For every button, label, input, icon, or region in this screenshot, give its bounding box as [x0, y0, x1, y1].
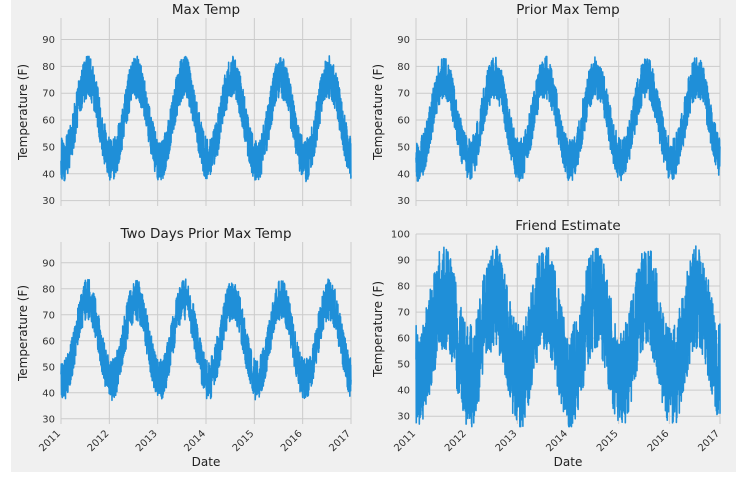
panel-title: Two Days Prior Max Temp	[119, 226, 291, 242]
y-tick-label: 30	[42, 196, 55, 207]
x-tick-label: 2011	[392, 428, 418, 454]
x-tick-label: 2015	[231, 428, 257, 454]
x-tick-label: 2017	[327, 428, 353, 454]
chart-panel-3: 30 40 50 60 70 80 90 2011 2012 2013 2014 2015 2016 20…	[16, 226, 353, 469]
x-tick-label: 2015	[595, 428, 621, 454]
y-tick-label: 90	[42, 258, 55, 269]
y-tick-label: 80	[42, 284, 55, 295]
panel-title: Prior Max Temp	[516, 2, 620, 18]
y-axis-label: Temperature (F)	[371, 64, 385, 161]
y-tick-label: 100	[391, 230, 410, 241]
y-tick-label: 50	[42, 362, 55, 373]
x-axis-label: Date	[554, 455, 583, 469]
y-tick-label: 40	[397, 169, 410, 180]
x-tick-label: 2011	[37, 428, 63, 454]
chart-panel-2: 30 40 50 60 70 80 90 Prior Max Temp Temperature …	[371, 2, 721, 207]
series-line	[415, 55, 721, 182]
y-tick-label: 70	[397, 308, 410, 319]
y-tick-label: 90	[397, 35, 410, 46]
y-tick-label: 90	[42, 35, 55, 46]
series-line	[60, 55, 352, 183]
y-tick-label: 40	[42, 169, 55, 180]
y-tick-label: 30	[42, 414, 55, 425]
y-tick-label: 70	[42, 89, 55, 100]
x-tick-label: 2014	[182, 428, 208, 454]
x-tick-label: 2017	[696, 428, 722, 454]
y-tick-label: 50	[397, 142, 410, 153]
x-tick-label: 2016	[646, 428, 672, 454]
chart-panel-1: 30 40 50 60 70 80 90 Max Temp Temperature (F)	[16, 2, 352, 207]
x-tick-label: 2016	[279, 428, 305, 454]
chart-canvas: 30 40 50 60 70 80 90 Max Temp Temperature (F) 30 4…	[16, 2, 722, 469]
y-tick-label: 70	[42, 310, 55, 321]
y-axis-label: Temperature (F)	[371, 281, 385, 378]
y-tick-label: 80	[397, 282, 410, 293]
panel-title: Friend Estimate	[515, 218, 620, 234]
y-tick-label: 80	[397, 62, 410, 73]
x-tick-label: 2012	[86, 428, 112, 454]
y-tick-label: 50	[42, 142, 55, 153]
x-tick-label: 2014	[544, 428, 570, 454]
y-tick-label: 30	[397, 412, 410, 423]
x-tick-label: 2013	[494, 428, 520, 454]
y-tick-label: 80	[42, 62, 55, 73]
panel-title: Max Temp	[172, 2, 240, 18]
x-tick-label: 2012	[443, 428, 469, 454]
y-tick-label: 50	[397, 360, 410, 371]
x-tick-label: 2013	[134, 428, 160, 454]
y-tick-label: 60	[42, 336, 55, 347]
y-tick-label: 70	[397, 89, 410, 100]
y-axis-label: Temperature (F)	[16, 285, 30, 382]
y-tick-label: 90	[397, 256, 410, 267]
series-line	[415, 245, 721, 428]
y-tick-label: 30	[397, 196, 410, 207]
y-tick-label: 40	[397, 386, 410, 397]
chart-figure: 30 40 50 60 70 80 90 Max Temp Temperature (F) 30 4…	[11, 0, 736, 472]
y-tick-label: 60	[397, 334, 410, 345]
y-axis-label: Temperature (F)	[16, 64, 30, 161]
y-tick-label: 40	[42, 388, 55, 399]
chart-panel-4: 30 40 50 60 70 80 90 100 2011 2012 2013 2014 2015 201…	[371, 218, 722, 469]
x-axis-label: Date	[192, 455, 221, 469]
y-tick-label: 60	[42, 116, 55, 127]
y-tick-label: 60	[397, 116, 410, 127]
series-line	[60, 278, 352, 402]
